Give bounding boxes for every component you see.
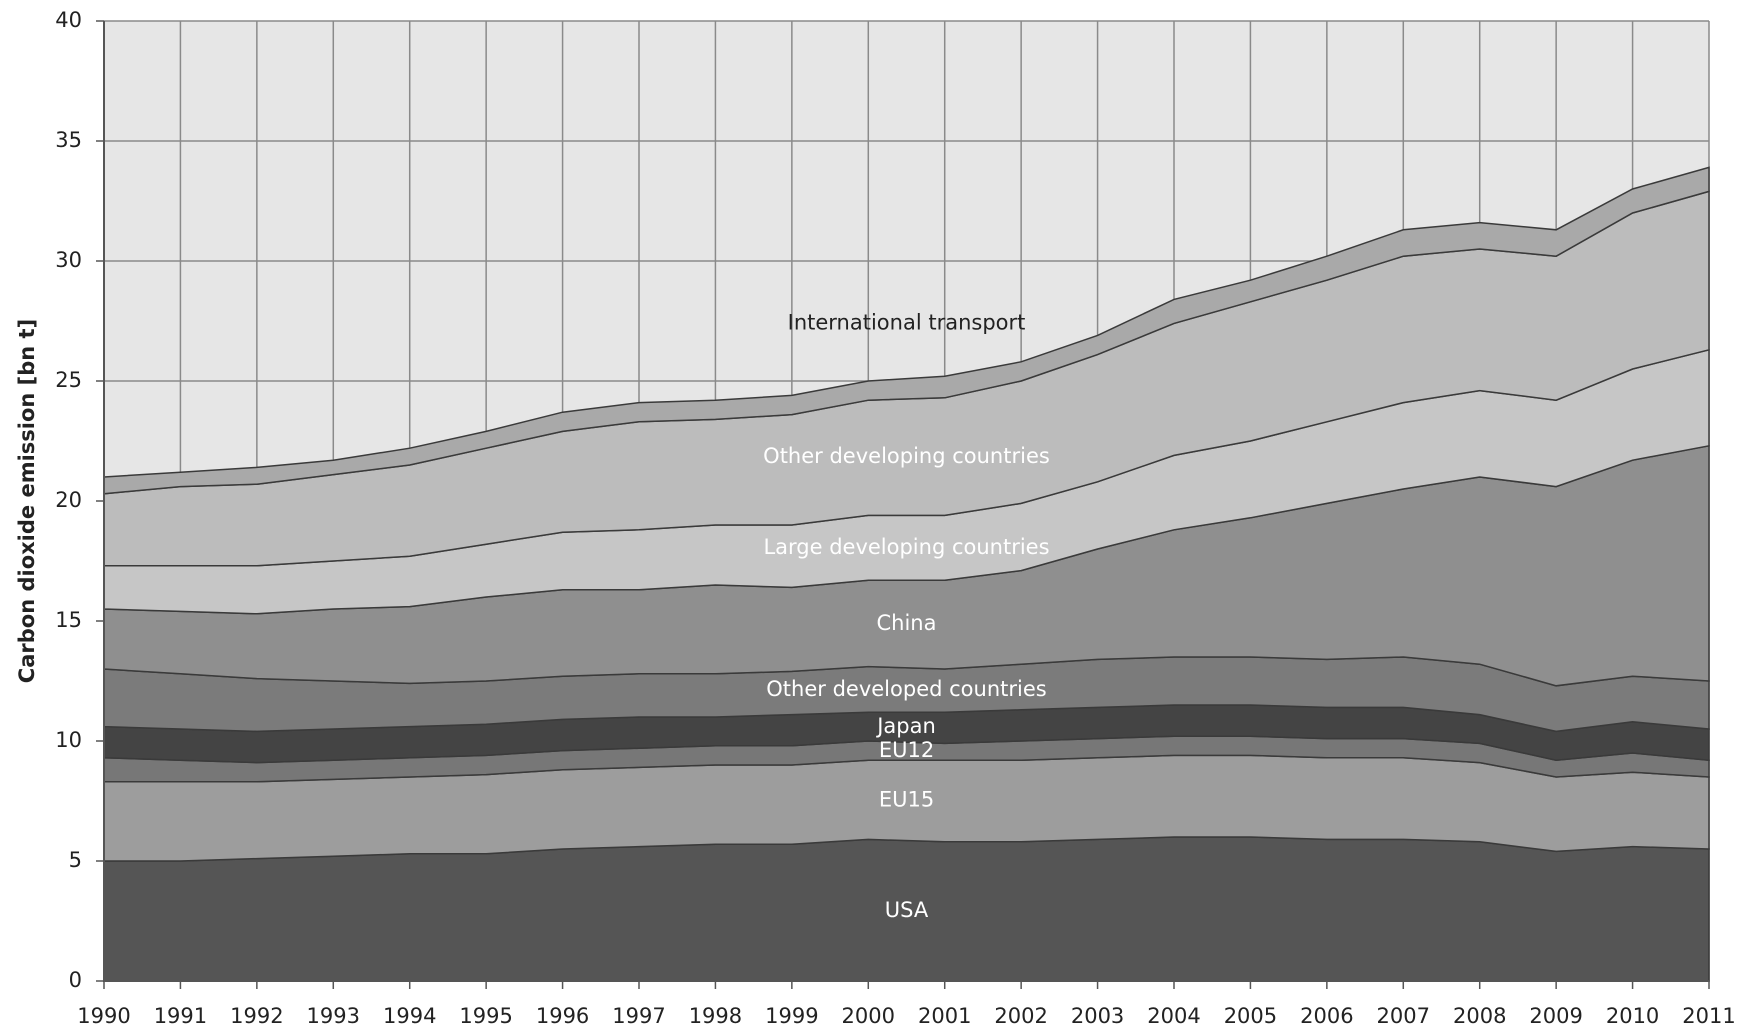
x-tick-label: 1994 [383, 1004, 436, 1028]
y-tick-label: 35 [55, 128, 82, 152]
x-tick-label: 2002 [994, 1004, 1047, 1028]
y-tick-label: 5 [69, 848, 82, 872]
x-tick-label: 2000 [842, 1004, 895, 1028]
area-label: EU15 [879, 787, 934, 811]
x-tick-label: 2004 [1147, 1004, 1200, 1028]
x-tick-label: 1995 [459, 1004, 512, 1028]
x-tick-label: 1999 [765, 1004, 818, 1028]
x-tick-label: 1997 [612, 1004, 665, 1028]
area-label: China [877, 611, 937, 635]
area-label: Large developing countries [763, 535, 1049, 559]
y-tick-label: 0 [69, 968, 82, 992]
y-tick-label: 10 [55, 728, 82, 752]
x-tick-label: 1993 [307, 1004, 360, 1028]
x-tick-label: 2010 [1606, 1004, 1659, 1028]
area-label: EU12 [879, 738, 934, 762]
x-tick-label: 1996 [536, 1004, 589, 1028]
y-tick-label: 40 [55, 8, 82, 32]
x-tick-label: 2005 [1224, 1004, 1277, 1028]
y-tick-label: 25 [55, 368, 82, 392]
area [103, 166, 1710, 495]
area-label: Other developed countries [766, 677, 1046, 701]
x-tick-label: 1991 [154, 1004, 207, 1028]
y-tick-label: 30 [55, 248, 82, 272]
area-label: International transport [788, 311, 1026, 335]
x-tick-label: 2007 [1377, 1004, 1430, 1028]
x-tick-label: 1992 [230, 1004, 283, 1028]
x-tick-label: 1990 [77, 1004, 130, 1028]
x-tick-label: 2001 [918, 1004, 971, 1028]
area-label: USA [885, 898, 929, 922]
y-tick-label: 20 [55, 488, 82, 512]
x-tick-label: 2011 [1682, 1004, 1735, 1028]
x-tick-label: 2008 [1453, 1004, 1506, 1028]
x-tick-label: 2009 [1529, 1004, 1582, 1028]
area-label: Other developing countries [763, 444, 1050, 468]
x-tick-label: 1998 [689, 1004, 742, 1028]
x-tick-label: 2006 [1300, 1004, 1353, 1028]
x-tick-label: 2003 [1071, 1004, 1124, 1028]
area-label: Japan [875, 714, 936, 738]
y-axis-title: Carbon dioxide emission [bn t] [15, 319, 39, 683]
y-tick-label: 15 [55, 608, 82, 632]
